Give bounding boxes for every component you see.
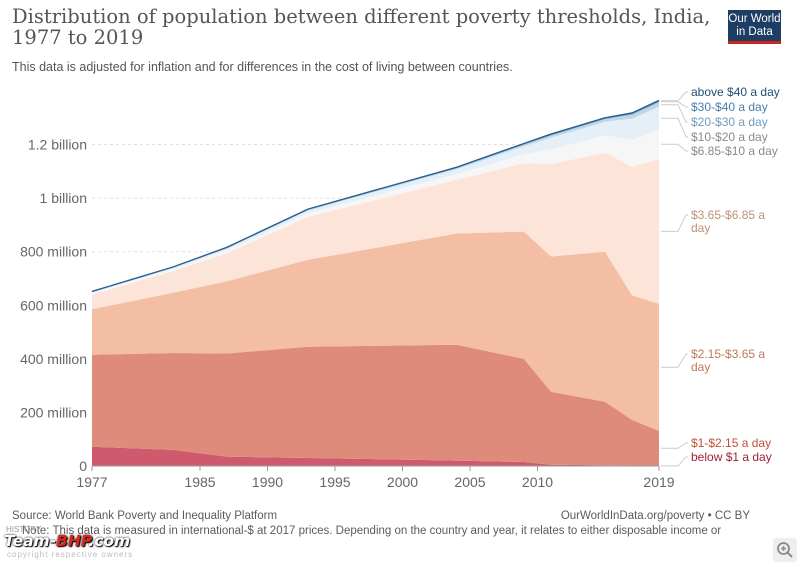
x-tick-label: 1995 bbox=[319, 474, 350, 490]
legend-connector bbox=[661, 101, 688, 108]
y-tick-label: 0 bbox=[79, 458, 87, 474]
total-population-line bbox=[91, 99, 660, 293]
legend-label: above $40 a day bbox=[691, 85, 780, 99]
logo-line-1: Our World bbox=[728, 13, 781, 25]
legend-label: $20-$30 a day bbox=[691, 115, 768, 129]
y-tick-label: 400 million bbox=[20, 351, 87, 367]
x-tick-label: 1990 bbox=[252, 474, 283, 490]
note-text: Note: This data is measured in internati… bbox=[22, 525, 722, 537]
legend-label: $2.15-$3.65 a day bbox=[691, 347, 765, 374]
zoom-button[interactable] bbox=[773, 538, 797, 562]
area--6-85-10-a-day bbox=[92, 129, 659, 295]
x-tick-label: 2005 bbox=[454, 474, 485, 490]
x-tick-label: 2010 bbox=[522, 474, 553, 490]
legend-connector bbox=[661, 91, 688, 102]
watermark-small-text: HISTORY bbox=[6, 525, 42, 534]
legend-label-line: $3.65-$6.85 a bbox=[691, 208, 765, 222]
legend-label-line: day bbox=[691, 360, 710, 374]
legend-label: $10-$20 a day bbox=[691, 130, 768, 144]
y-tick-label: 1.2 billion bbox=[28, 137, 87, 153]
x-tick-label: 2000 bbox=[387, 474, 418, 490]
legend-label: $1-$2.15 a day bbox=[691, 436, 771, 450]
logo-line-2: in Data bbox=[736, 26, 773, 38]
legend-label: $30-$40 a day bbox=[691, 100, 768, 114]
area--1-2-15-a-day bbox=[92, 344, 659, 466]
legend-connector bbox=[661, 117, 688, 138]
y-tick-label: 600 million bbox=[20, 297, 87, 313]
watermark-brand-a: Team- bbox=[4, 532, 57, 550]
credit-link[interactable]: OurWorldInData.org/poverty • CC BY bbox=[560, 510, 750, 522]
legend-connector bbox=[661, 104, 688, 123]
chart-subtitle: This data is adjusted for inflation and … bbox=[12, 60, 513, 74]
watermark-logo: Team-BHP.com bbox=[4, 532, 130, 550]
y-tick-label: 800 million bbox=[20, 244, 87, 260]
watermark-tagline: copyright respective owners bbox=[7, 550, 134, 559]
chart-title: Distribution of population between diffe… bbox=[12, 5, 711, 49]
area--2-15-3-65-a-day bbox=[92, 231, 659, 431]
legend-label-line: $2.15-$3.65 a bbox=[691, 347, 765, 361]
x-tick-label: 1985 bbox=[184, 474, 215, 490]
legend-connector bbox=[661, 353, 688, 368]
watermark-brand-c: .com bbox=[88, 532, 131, 550]
legend-connector bbox=[661, 143, 688, 152]
area-below-1-a-day bbox=[92, 446, 659, 466]
area--10-20-a-day bbox=[92, 106, 659, 293]
legend-label-line: day bbox=[691, 221, 710, 235]
y-tick-label: 200 million bbox=[20, 404, 87, 420]
legend-label: below $1 a day bbox=[691, 450, 772, 464]
x-tick-label: 2019 bbox=[643, 474, 674, 490]
legend-connector bbox=[661, 456, 688, 467]
legend-label: $6.85-$10 a day bbox=[691, 144, 778, 158]
area--3-65-6-85-a-day bbox=[92, 152, 659, 310]
legend-connector bbox=[661, 442, 688, 449]
y-tick-label: 1 billion bbox=[40, 190, 87, 206]
owid-logo[interactable]: Our World in Data bbox=[728, 10, 781, 44]
watermark-brand-b: BHP bbox=[56, 532, 89, 550]
x-tick-label: 1977 bbox=[76, 474, 107, 490]
legend-connector bbox=[661, 214, 688, 232]
source-text[interactable]: Source: World Bank Poverty and Inequalit… bbox=[12, 510, 278, 522]
zoom-icon bbox=[777, 542, 793, 558]
legend-label: $3.65-$6.85 a day bbox=[691, 208, 765, 235]
